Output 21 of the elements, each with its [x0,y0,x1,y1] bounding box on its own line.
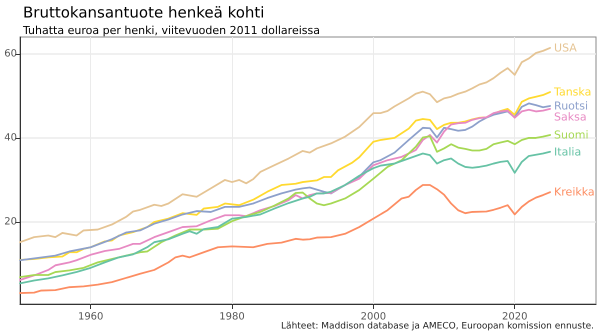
text: Lähteet: Maddison database ja AMECO, Euroopan komission ennuste. [281,322,594,332]
y-tick-label: 60 [4,48,17,60]
series-label: Tanska [553,86,592,99]
series-label: Saksa [554,110,587,124]
y-tick-label: 40 [4,132,17,144]
chart-subtitle: Tuhatta euroa per henki, viitevuoden 2011 dollareissa [22,24,320,37]
series-label: Suomi [554,128,589,142]
line-series [19,184,551,294]
line-series [19,150,551,284]
series-label: Kreikka [554,186,595,199]
y-tick-label: 20 [4,216,17,228]
x-tick-label: 1960 [78,312,104,322]
chart-title: Bruttokansantuote henkeä kohti [23,4,264,22]
series-label: Italia [554,145,582,158]
x-tick-label: 2000 [360,312,386,322]
x-tick-label: 1980 [219,312,245,322]
series-label: USA [554,41,578,54]
line-series [19,134,551,278]
series-label: Ruotsi [554,99,588,112]
line-series [19,47,551,244]
x-tick-label: 2020 [502,312,528,322]
